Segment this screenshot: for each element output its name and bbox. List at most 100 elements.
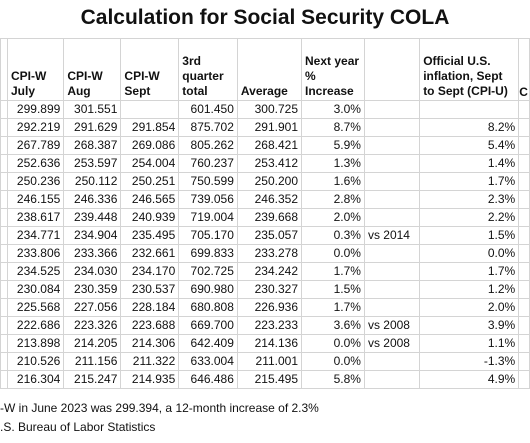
edge-cell[interactable] [0,352,8,371]
cut-off-cell[interactable] [518,352,530,371]
cell-cpiw-july[interactable]: 216.304 [6,370,65,389]
cell-cpiw-sept[interactable]: 211.322 [120,352,180,371]
cell-quarter-total[interactable]: 805.262 [178,136,238,155]
cell-quarter-total[interactable]: 633.004 [178,352,238,371]
header-next-year-increase[interactable]: Next year % Increase [301,38,365,101]
cell-official-inflation[interactable]: 4.9% [419,370,520,389]
cell-cpiw-sept[interactable]: 228.184 [120,298,180,317]
cell-cpiw-july[interactable]: 230.084 [6,280,65,299]
cell-cpiw-july[interactable]: 225.568 [6,298,65,317]
cell-quarter-total[interactable]: 750.599 [178,172,238,191]
cell-quarter-total[interactable]: 646.486 [178,370,238,389]
cut-off-cell[interactable] [518,136,530,155]
cell-next-year-increase[interactable]: 3.0% [301,100,365,119]
cell-note[interactable] [363,370,421,389]
cell-next-year-increase[interactable]: 1.5% [301,280,365,299]
cell-official-inflation[interactable]: -1.3% [419,352,520,371]
cell-next-year-increase[interactable]: 5.8% [301,370,365,389]
cut-off-cell[interactable] [518,172,530,191]
cell-cpiw-july[interactable]: 267.789 [6,136,65,155]
footnote-cpiw-june[interactable]: -W in June 2023 was 299.394, a 12-month … [0,401,319,415]
edge-cell[interactable] [0,262,8,281]
cell-official-inflation[interactable]: 1.1% [419,334,520,353]
edge-cell[interactable] [0,154,8,173]
cell-cpiw-july[interactable]: 234.771 [6,226,65,245]
header-average[interactable]: Average [236,38,303,101]
cell-quarter-total[interactable]: 669.700 [178,316,238,335]
cell-cpiw-aug[interactable]: 239.448 [63,208,122,227]
cell-official-inflation[interactable]: 1.5% [419,226,520,245]
edge-cell[interactable] [0,100,8,119]
cell-average[interactable]: 211.001 [236,352,303,371]
cut-off-cell[interactable] [518,190,530,209]
cell-note[interactable] [363,244,421,263]
cut-off-cell[interactable] [518,154,530,173]
cell-cpiw-sept[interactable]: 223.688 [120,316,180,335]
cell-cpiw-aug[interactable]: 291.629 [63,118,122,137]
cut-off-cell[interactable] [518,316,530,335]
edge-column-header[interactable] [0,38,8,101]
cell-note[interactable] [363,118,421,137]
cell-note[interactable]: vs 2014 [363,226,421,245]
edge-cell[interactable] [0,316,8,335]
cell-note[interactable] [363,154,421,173]
edge-cell[interactable] [0,208,8,227]
cell-official-inflation[interactable]: 8.2% [419,118,520,137]
cell-cpiw-aug[interactable]: 234.904 [63,226,122,245]
cell-cpiw-sept[interactable]: 291.854 [120,118,180,137]
cell-quarter-total[interactable]: 875.702 [178,118,238,137]
cell-cpiw-aug[interactable]: 246.336 [63,190,122,209]
cell-cpiw-sept[interactable]: 250.251 [120,172,180,191]
cell-official-inflation[interactable]: 5.4% [419,136,520,155]
cell-cpiw-aug[interactable]: 214.205 [63,334,122,353]
cell-cpiw-sept[interactable]: 254.004 [120,154,180,173]
edge-cell[interactable] [0,244,8,263]
cell-cpiw-sept[interactable]: 246.565 [120,190,180,209]
cut-off-cell[interactable] [518,226,530,245]
cell-average[interactable]: 291.901 [236,118,303,137]
cut-off-cell[interactable] [518,262,530,281]
cell-cpiw-july[interactable]: 250.236 [6,172,65,191]
edge-cell[interactable] [0,136,8,155]
cell-cpiw-aug[interactable]: 227.056 [63,298,122,317]
cell-quarter-total[interactable]: 719.004 [178,208,238,227]
cell-average[interactable]: 215.495 [236,370,303,389]
cell-next-year-increase[interactable]: 8.7% [301,118,365,137]
cell-cpiw-sept[interactable]: 214.935 [120,370,180,389]
cell-cpiw-july[interactable]: 246.155 [6,190,65,209]
cell-cpiw-july[interactable]: 252.636 [6,154,65,173]
cell-cpiw-sept[interactable]: 232.661 [120,244,180,263]
cell-official-inflation[interactable]: 2.3% [419,190,520,209]
footnote-source[interactable]: .S. Bureau of Labor Statistics [0,420,156,434]
cell-note[interactable] [363,100,421,119]
cell-average[interactable]: 234.242 [236,262,303,281]
cut-off-cell[interactable] [518,208,530,227]
cell-cpiw-sept[interactable]: 230.537 [120,280,180,299]
cell-official-inflation[interactable]: 0.0% [419,244,520,263]
header-note[interactable] [363,38,421,101]
cell-cpiw-aug[interactable]: 223.326 [63,316,122,335]
cell-quarter-total[interactable]: 739.056 [178,190,238,209]
cell-average[interactable]: 300.725 [236,100,303,119]
cell-average[interactable]: 239.668 [236,208,303,227]
cell-next-year-increase[interactable]: 1.3% [301,154,365,173]
cut-off-cell[interactable] [518,244,530,263]
edge-cell[interactable] [0,226,8,245]
cell-quarter-total[interactable]: 699.833 [178,244,238,263]
cell-cpiw-july[interactable]: 210.526 [6,352,65,371]
cell-note[interactable] [363,208,421,227]
cell-cpiw-july[interactable]: 233.806 [6,244,65,263]
edge-cell[interactable] [0,280,8,299]
cell-official-inflation[interactable]: 2.2% [419,208,520,227]
cell-cpiw-july[interactable]: 292.219 [6,118,65,137]
cell-cpiw-sept[interactable]: 240.939 [120,208,180,227]
edge-cell[interactable] [0,190,8,209]
cell-average[interactable]: 235.057 [236,226,303,245]
cell-next-year-increase[interactable]: 0.0% [301,334,365,353]
cell-note[interactable] [363,262,421,281]
cut-off-cell[interactable] [518,334,530,353]
cell-cpiw-aug[interactable]: 268.387 [63,136,122,155]
cut-off-cell[interactable] [518,100,530,119]
cell-cpiw-july[interactable]: 213.898 [6,334,65,353]
cell-average[interactable]: 233.278 [236,244,303,263]
